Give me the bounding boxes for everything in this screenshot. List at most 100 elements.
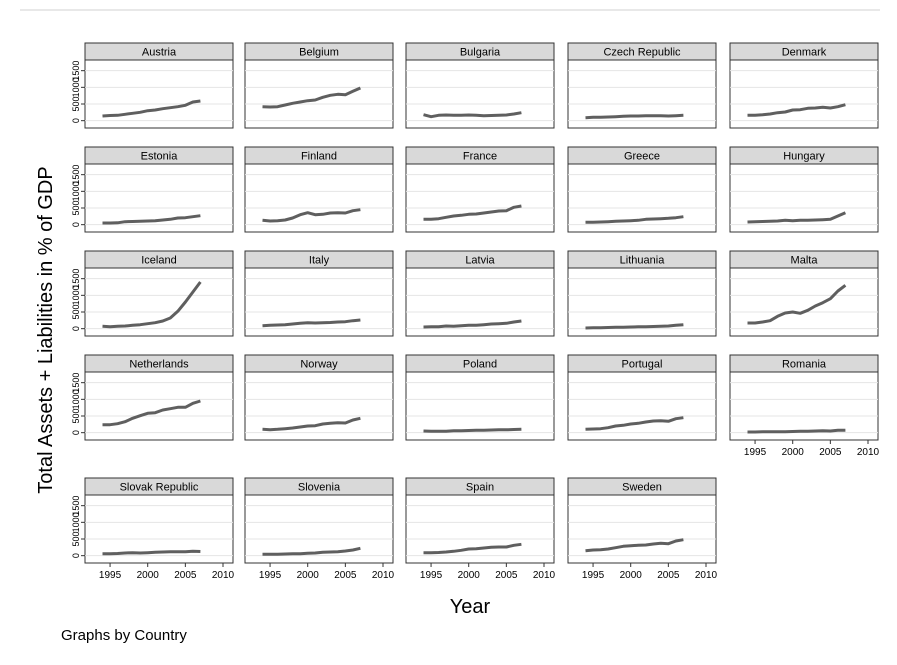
panel-plot-area — [567, 267, 717, 337]
panel-title: Lithuania — [620, 255, 666, 267]
panel-plot-area — [405, 371, 555, 441]
y-tick-label: 1000 — [71, 389, 81, 409]
panel-plot-area — [729, 267, 879, 337]
panel-title: Belgium — [299, 47, 339, 59]
series-line — [585, 323, 684, 330]
panel-title: Denmark — [782, 47, 827, 59]
series-line — [102, 99, 201, 118]
panel-title: Slovak Republic — [120, 482, 199, 494]
y-axis-label: Total Assets + Liabilities in % of GDP — [35, 166, 57, 493]
series-line — [102, 214, 201, 225]
panel-czech-republic: Czech Republic — [567, 42, 717, 129]
panel-italy: Italy — [244, 250, 394, 337]
x-tick-label: 2000 — [620, 570, 643, 581]
x-tick-label: 2010 — [695, 570, 718, 581]
panel-belgium: Belgium — [244, 42, 394, 129]
panel-poland: Poland — [405, 354, 555, 441]
panel-title: Romania — [782, 359, 827, 371]
panel-title: Czech Republic — [603, 47, 681, 59]
x-tick-label: 1995 — [99, 570, 122, 581]
y-tick-label: 500 — [71, 200, 81, 215]
y-tick-label: 0 — [71, 430, 81, 435]
panel-plot-area — [84, 267, 234, 337]
panel-denmark: Denmark — [729, 42, 879, 129]
x-tick-label: 1995 — [420, 570, 443, 581]
series-line — [747, 211, 847, 224]
y-tick-label: 1500 — [71, 269, 81, 289]
panel-title: Estonia — [141, 151, 179, 163]
x-tick-label: 2005 — [334, 570, 357, 581]
x-tick-label: 1995 — [582, 570, 605, 581]
x-tick-label: 2010 — [533, 570, 556, 581]
panel-norway: Norway — [244, 354, 394, 441]
panel-title: Slovenia — [298, 482, 341, 494]
x-tick-label: 2010 — [857, 447, 880, 458]
x-axis-label: Year — [450, 596, 491, 618]
series-line — [262, 208, 361, 223]
panel-title: Malta — [791, 255, 819, 267]
y-tick-label: 500 — [71, 408, 81, 423]
panel-title: Italy — [309, 255, 330, 267]
panel-lithuania: Lithuania — [567, 250, 717, 337]
y-tick-label: 500 — [71, 304, 81, 319]
y-tick-label: 1000 — [71, 285, 81, 305]
panel-title: Spain — [466, 482, 494, 494]
panel-title: Iceland — [141, 255, 176, 267]
y-tick-label: 1000 — [71, 512, 81, 532]
panel-plot-area — [244, 59, 394, 129]
series-line — [262, 416, 361, 432]
panel-title: France — [463, 151, 497, 163]
series-line — [262, 546, 361, 556]
x-tick-label: 2010 — [372, 570, 395, 581]
y-tick-label: 500 — [71, 96, 81, 111]
graphs-by-note: Graphs by Country — [61, 627, 187, 644]
series-line — [423, 204, 522, 221]
x-tick-label: 1995 — [259, 570, 282, 581]
series-line — [423, 111, 522, 119]
panel-france: France — [405, 146, 555, 233]
series-line — [747, 103, 846, 117]
x-tick-label: 2005 — [495, 570, 518, 581]
panel-title: Finland — [301, 151, 337, 163]
y-tick-label: 0 — [71, 118, 81, 123]
x-tick-label: 2000 — [458, 570, 481, 581]
panel-romania: Romania 1995 2000 2005 2010 — [729, 354, 880, 458]
panel-latvia: Latvia — [405, 250, 555, 337]
x-tick-label: 2005 — [819, 447, 842, 458]
series-line — [262, 318, 361, 328]
x-tick-label: 2000 — [297, 570, 320, 581]
panel-finland: Finland — [244, 146, 394, 233]
y-tick-label: 1000 — [71, 77, 81, 97]
panel-sweden: Sweden 1995 2000 2005 2010 — [567, 477, 718, 581]
series-line — [585, 215, 684, 224]
y-tick-label: 500 — [71, 531, 81, 546]
panel-plot-area — [567, 494, 717, 564]
panel-hungary: Hungary — [729, 146, 879, 233]
panel-plot-area — [84, 371, 234, 441]
x-tick-label: 2000 — [782, 447, 805, 458]
series-line — [102, 399, 201, 427]
x-tick-label: 1995 — [744, 447, 767, 458]
series-line — [585, 113, 684, 120]
panel-plot-area — [729, 371, 879, 441]
series-line — [262, 86, 362, 109]
series-line — [747, 428, 846, 434]
y-tick-label: 0 — [71, 553, 81, 558]
series-line — [423, 427, 522, 433]
panel-portugal: Portugal — [567, 354, 717, 441]
panel-title: Norway — [300, 359, 338, 371]
y-tick-label: 1500 — [71, 61, 81, 81]
panel-bulgaria: Bulgaria — [405, 42, 555, 129]
x-tick-label: 2005 — [174, 570, 197, 581]
panel-title: Portugal — [622, 359, 663, 371]
series-line — [102, 281, 202, 329]
panel-spain: Spain 1995 2000 2005 2010 — [405, 477, 556, 581]
x-tick-label: 2005 — [657, 570, 680, 581]
